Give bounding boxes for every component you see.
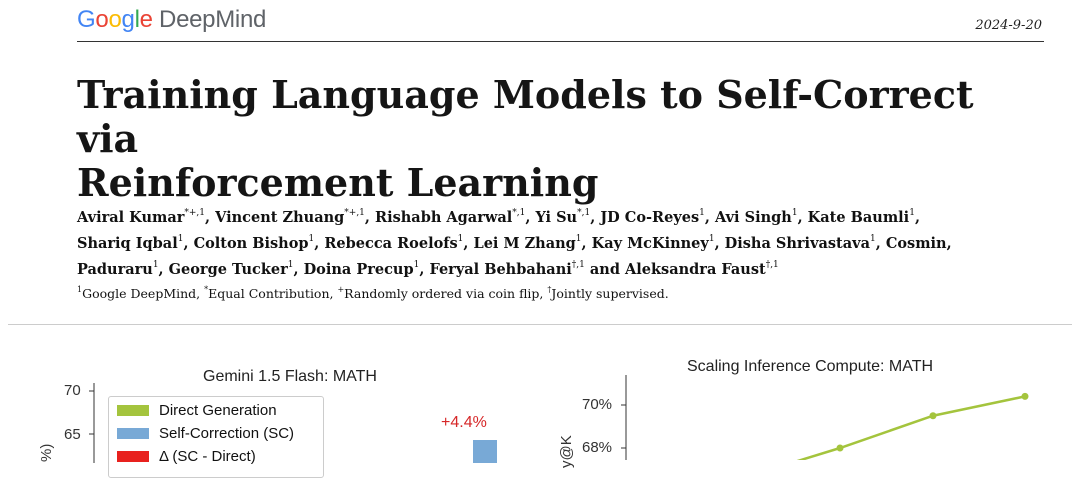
logo-google: Google <box>77 6 153 33</box>
author-affiliation-mark: 1 <box>457 234 464 244</box>
legend-direct-generation: Direct Generation <box>117 402 277 419</box>
author-affiliation-mark: 1 <box>708 234 715 244</box>
author-name: Paduraru <box>77 261 153 278</box>
publication-date: 2024-9-20 <box>975 18 1042 33</box>
section-divider <box>8 324 1072 325</box>
left-ytick-70: 70 <box>64 382 81 399</box>
left-chart-title: Gemini 1.5 Flash: MATH <box>203 368 377 385</box>
author-name: Disha Shrivastava <box>724 235 870 252</box>
author-name: JD Co-Reyes <box>600 209 700 226</box>
author-name: Shariq Iqbal <box>77 235 178 252</box>
legend-swatch <box>117 405 149 416</box>
right-ytick-68: 68% <box>582 439 613 456</box>
author-name: Cosmin <box>885 235 947 252</box>
author-affiliation-mark: *+,1 <box>344 208 365 218</box>
author-name: Lei M Zhang <box>473 235 576 252</box>
author-affiliation-mark: 1 <box>791 208 798 218</box>
author-affiliation-mark: 1 <box>413 260 420 270</box>
author-affiliation-mark: 1 <box>909 208 915 218</box>
author-affiliation-mark: †,1 <box>571 260 585 270</box>
left-chart-plot <box>89 383 497 463</box>
google-deepmind-logo: Google DeepMind <box>77 6 266 34</box>
author-affiliation-mark: 1 <box>287 260 294 270</box>
header-divider <box>77 41 1044 42</box>
series-point-green <box>836 444 844 452</box>
left-y-axis-label: %) <box>38 443 55 462</box>
author-name: Vincent Zhuang <box>215 209 345 226</box>
author-name: Avi Singh <box>714 209 792 226</box>
delta-annotation: +4.4% <box>441 414 487 431</box>
right-ytick-70: 70% <box>582 396 613 413</box>
legend-swatch <box>117 451 149 462</box>
author-affiliation-mark: 1 <box>699 208 705 218</box>
author-line-3: Paduraru1, George Tucker1, Doina Precup1… <box>77 260 779 279</box>
author-affiliation-mark: 1 <box>869 234 876 244</box>
author-affiliation-mark: *,1 <box>577 208 591 218</box>
author-line-2: Shariq Iqbal1, Colton Bishop1, Rebecca R… <box>77 234 952 253</box>
left-chart-legend: Direct Generation Self-Correction (SC) Δ… <box>108 396 324 478</box>
author-affiliation-mark: †,1 <box>765 260 779 270</box>
sc-bar <box>473 440 497 463</box>
series-line-green <box>796 395 1026 460</box>
author-line-1: Aviral Kumar*+,1, Vincent Zhuang*+,1, Ri… <box>77 208 920 227</box>
author-name: Colton Bishop <box>193 235 309 252</box>
legend-delta: Δ (SC - Direct) <box>117 448 256 465</box>
author-list: Aviral Kumar*+,1, Vincent Zhuang*+,1, Ri… <box>77 205 1047 283</box>
right-chart-plot <box>621 375 1029 460</box>
legend-swatch <box>117 428 149 439</box>
right-chart-series <box>796 392 1029 460</box>
author-name: George Tucker <box>168 261 288 278</box>
series-point-green <box>929 412 937 420</box>
author-name: and Aleksandra Faust <box>589 261 766 278</box>
author-name: Rebecca Roelofs <box>324 235 458 252</box>
paper-title: Training Language Models to Self-Correct… <box>77 73 1037 205</box>
author-name: Rishabh Agarwal <box>375 209 513 226</box>
author-affiliation-mark: 1 <box>152 260 159 270</box>
author-name: Yi Su <box>535 209 578 226</box>
legend-self-correction: Self-Correction (SC) <box>117 425 294 442</box>
author-name: Doina Precup <box>303 261 414 278</box>
author-affiliation-mark: *,1 <box>512 208 526 218</box>
author-affiliation-mark: *+,1 <box>184 208 206 218</box>
title-line-1: Training Language Models to Self-Correct… <box>77 72 974 161</box>
affiliations: 1Google DeepMind, *Equal Contribution, +… <box>77 285 669 302</box>
right-chart-title: Scaling Inference Compute: MATH <box>687 358 934 375</box>
title-line-2: Reinforcement Learning <box>77 160 599 205</box>
author-name: Kate Baumli <box>807 209 910 226</box>
left-ytick-65: 65 <box>64 426 81 443</box>
series-point-green <box>1021 392 1029 400</box>
author-name: Feryal Behbahani <box>429 261 572 278</box>
author-name: Aviral Kumar <box>77 209 185 226</box>
logo-deepmind: DeepMind <box>159 6 267 33</box>
author-affiliation-mark: 1 <box>177 234 184 244</box>
right-y-axis-label: y@K <box>558 435 575 468</box>
author-affiliation-mark: 1 <box>308 234 315 244</box>
author-name: Kay McKinney <box>591 235 709 252</box>
author-affiliation-mark: 1 <box>575 234 582 244</box>
